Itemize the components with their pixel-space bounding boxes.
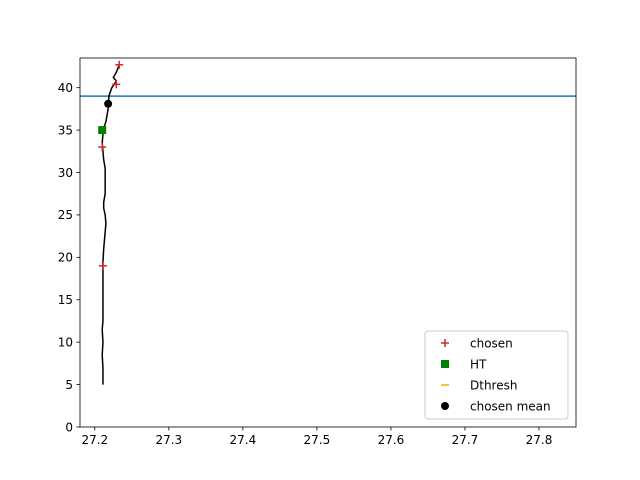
y-tick-label-6: 30 [58, 166, 73, 180]
x-tick-label-3: 27.5 [304, 433, 331, 447]
point-chosen-0 [115, 60, 124, 69]
legend: chosen HT Dthresh chosen mean [424, 330, 569, 420]
y-tick-label-0: 0 [65, 420, 73, 434]
x-tick-label-4: 27.6 [378, 433, 405, 447]
x-tick-label-0: 27.2 [81, 433, 108, 447]
legend-label-Dthresh: Dthresh [470, 378, 517, 392]
y-tick-label-1: 5 [65, 378, 73, 392]
axes: 27.2 27.3 27.4 27.5 27.6 27.7 27.8 0 5 10 15 20 25 30… [58, 57, 577, 447]
point-chosen-mean-0 [104, 99, 113, 108]
point-chosen-3 [98, 261, 107, 270]
y-tick-label-3: 15 [58, 293, 73, 307]
point-HT-0 [98, 126, 107, 135]
y-tick-label-2: 10 [58, 335, 73, 349]
legend-marker-chosen [441, 339, 449, 347]
legend-box [424, 330, 569, 420]
legend-label-chosen-mean: chosen mean [470, 399, 551, 413]
plot-area [80, 60, 576, 385]
axes-frame [79, 57, 577, 428]
y-tick-label-7: 35 [58, 123, 73, 137]
x-tick-label-6: 27.8 [526, 433, 553, 447]
legend-marker-chosen-mean [441, 402, 449, 410]
y-tick-label-8: 40 [58, 81, 73, 95]
y-tick-label-4: 20 [58, 251, 73, 265]
plot-contents [80, 60, 576, 385]
x-tick-label-2: 27.4 [230, 433, 257, 447]
y-tick-label-5: 25 [58, 208, 73, 222]
x-tick-label-5: 27.7 [452, 433, 479, 447]
legend-label-HT: HT [470, 357, 487, 371]
x-tick-label-1: 27.3 [155, 433, 182, 447]
point-chosen-2 [98, 143, 107, 152]
point-chosen-1 [112, 80, 121, 89]
profile-line [101, 64, 120, 385]
legend-label-chosen: chosen [470, 336, 513, 350]
legend-marker-HT [441, 360, 449, 368]
